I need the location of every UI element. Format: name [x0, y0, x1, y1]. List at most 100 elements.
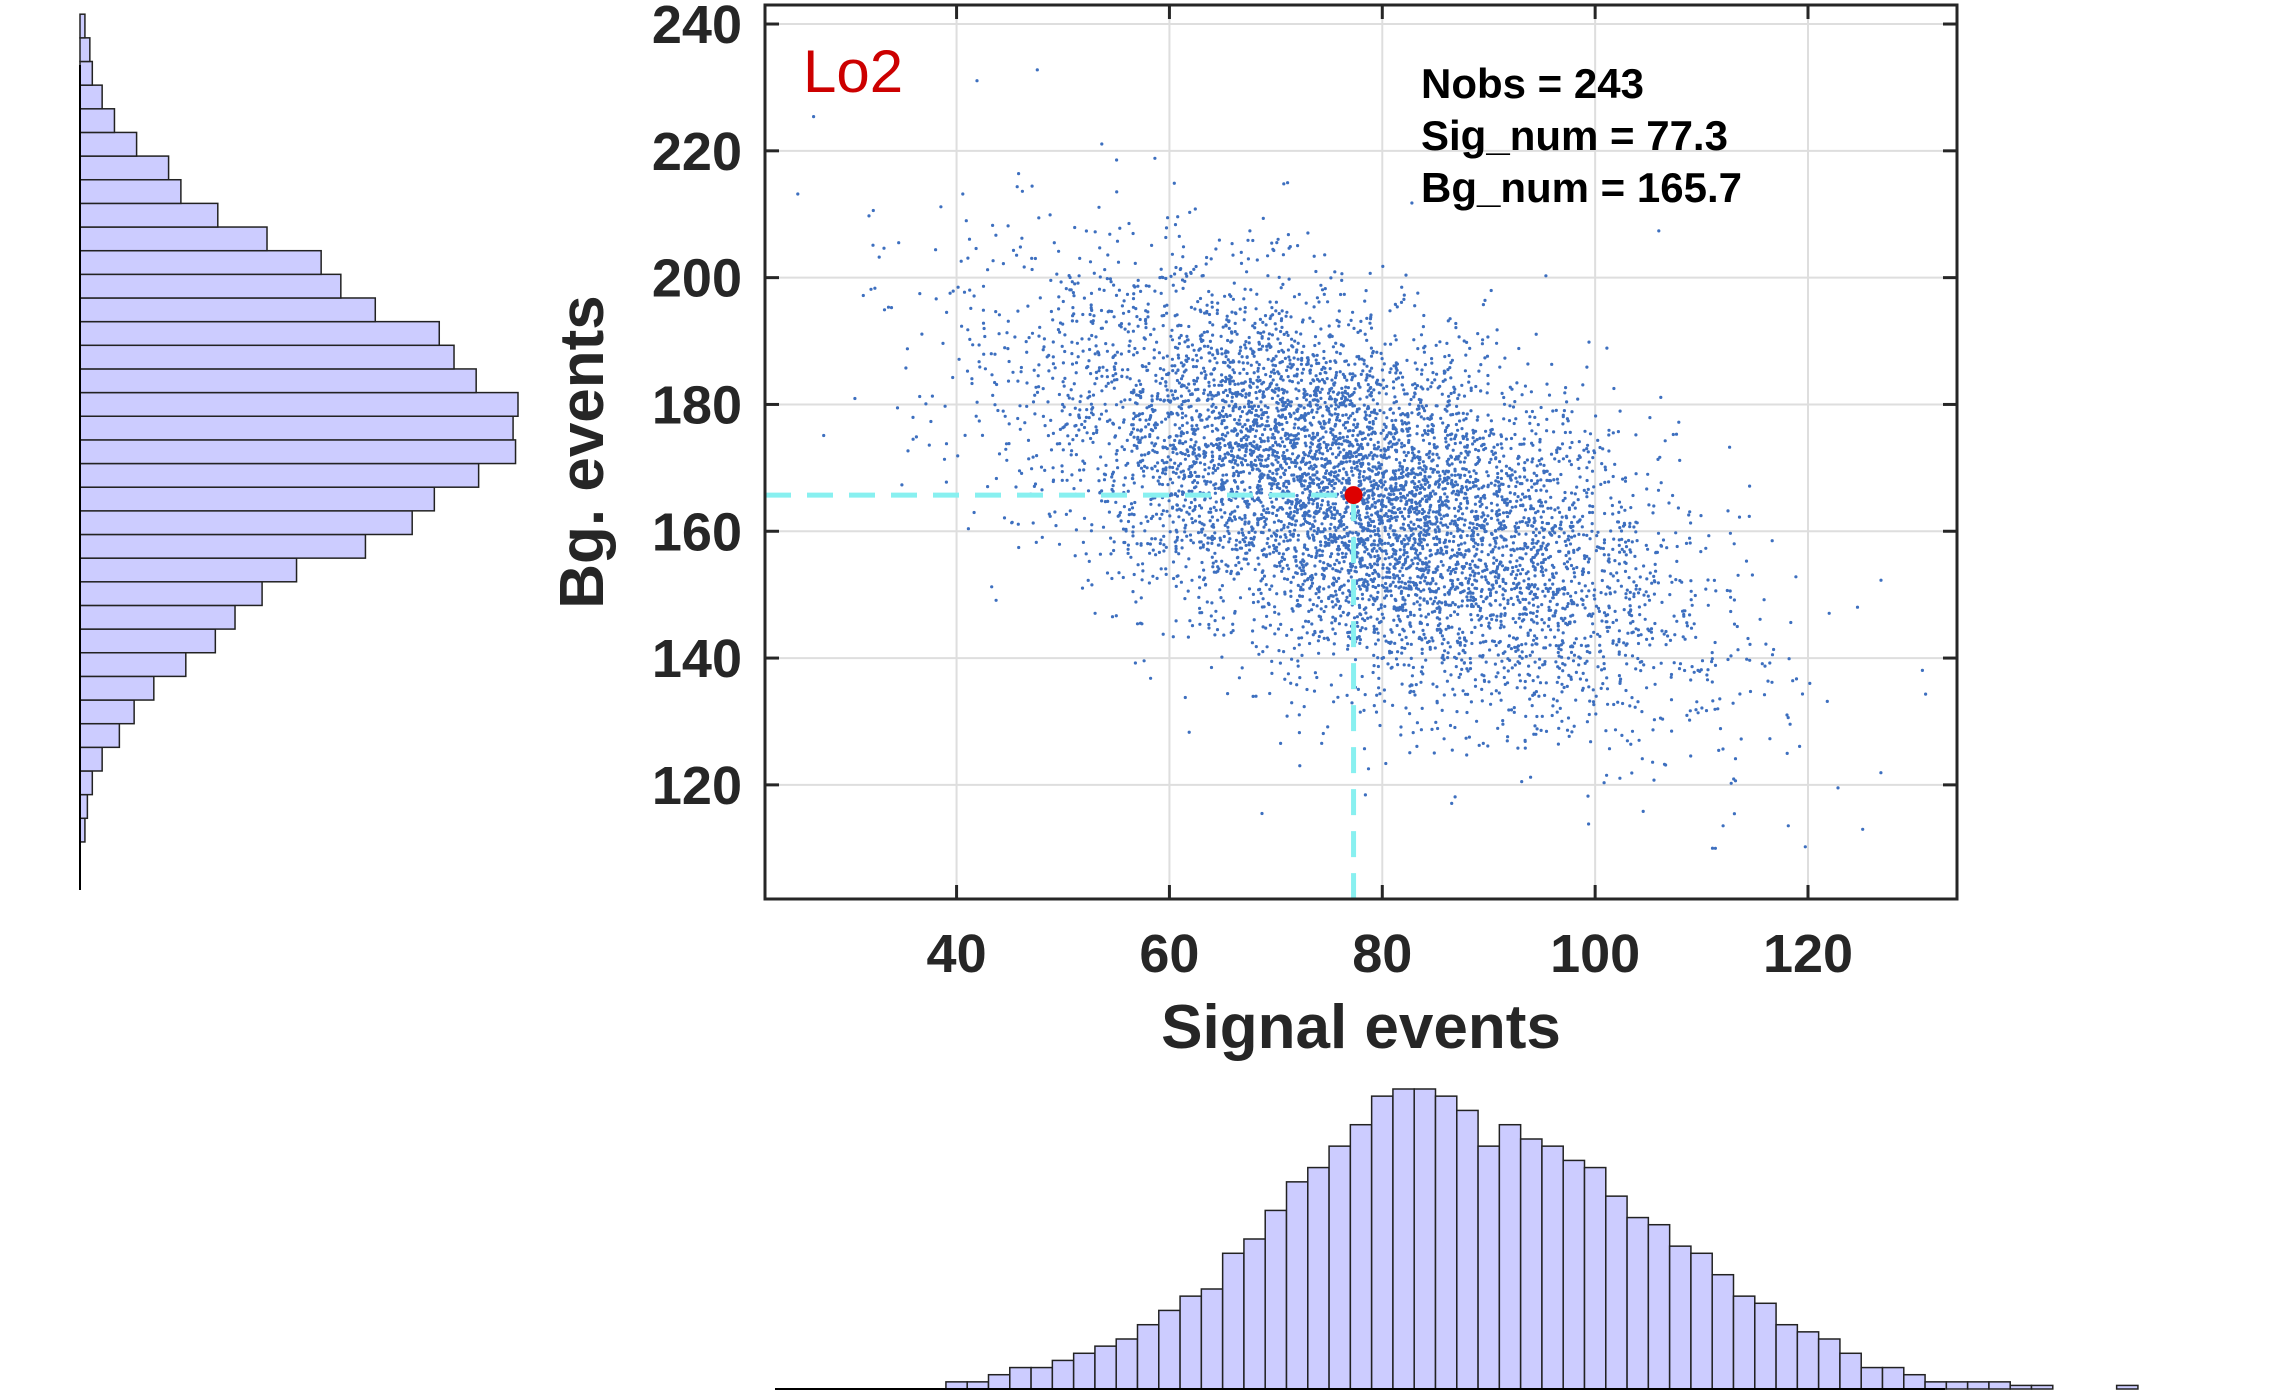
signal-histogram-bar [2030, 1384, 2054, 1390]
y-tick-label: 120 [652, 756, 742, 816]
best-fit-point [1344, 486, 1363, 505]
signal-histogram-bar [945, 1381, 968, 1390]
grid [765, 5, 1957, 899]
signal-histogram-bar [1477, 1145, 1501, 1390]
signal-histogram-bar [1881, 1366, 1905, 1390]
signal-histogram-bar [1328, 1145, 1352, 1390]
annotation-sig-num: Sig_num = 77.3 [1421, 112, 1728, 159]
signal-histogram-bar [1009, 1366, 1032, 1390]
signal-histogram-bar [1668, 1245, 1692, 1390]
signal-histogram-bar [2115, 1384, 2139, 1390]
background-histogram-bar [79, 533, 367, 559]
background-histogram-bar [79, 581, 263, 607]
signal-histogram-bar [1456, 1109, 1479, 1390]
signal-histogram-bar [1541, 1145, 1564, 1390]
signal-histogram-bar [1860, 1366, 1884, 1390]
background-histogram-bar [79, 770, 94, 796]
y-tick-label: 220 [652, 122, 742, 182]
signal-histogram-bar [1903, 1373, 1926, 1390]
signal-histogram [945, 1088, 2139, 1390]
background-histogram-bar [79, 84, 103, 110]
signal-histogram-bar [1754, 1302, 1777, 1390]
background-histogram-bar [79, 320, 441, 347]
signal-histogram-bar [1583, 1166, 1607, 1390]
background-histogram-bar [79, 439, 517, 465]
y-tick-label: 200 [652, 249, 742, 309]
signal-histogram-bar [1988, 1381, 2011, 1390]
signal-histogram-bar [1690, 1252, 1713, 1390]
axes-box [763, 3, 1959, 901]
background-histogram-bar [79, 746, 103, 772]
signal-histogram-bar [1392, 1088, 1415, 1390]
y-axis-ticks: 120 140 160 180 200 220 240 [652, 0, 1957, 816]
x-tick-label: 40 [927, 924, 987, 984]
signal-histogram-bar [1243, 1238, 1266, 1390]
background-histogram-bar [79, 178, 182, 205]
background-histogram-bar [79, 344, 455, 370]
x-tick-label: 80 [1352, 924, 1412, 984]
background-histogram [79, 13, 519, 843]
best-fit-guides [765, 486, 1363, 899]
signal-histogram-bar [1264, 1209, 1288, 1390]
background-histogram-bar [79, 628, 217, 654]
signal-histogram-bar [1072, 1352, 1096, 1390]
background-histogram-bar [79, 249, 322, 276]
background-histogram-bar [79, 37, 91, 63]
signal-histogram-bar [1115, 1338, 1139, 1390]
background-histogram-bar [79, 108, 116, 134]
scatter-point-cloud [796, 68, 1928, 850]
signal-histogram-bar [1732, 1295, 1756, 1390]
signal-histogram-bar [1349, 1123, 1373, 1390]
signal-histogram-bar [987, 1373, 1011, 1390]
signal-histogram-bar [1051, 1359, 1075, 1390]
background-histogram-bar [79, 675, 155, 701]
signal-histogram-bar [1924, 1381, 1948, 1390]
background-histogram-bar [79, 273, 342, 299]
background-histogram-bar [79, 297, 377, 323]
scatter-points [796, 68, 1928, 850]
y-tick-label: 160 [652, 502, 742, 562]
background-histogram-bar [79, 462, 480, 488]
background-histogram-bar [79, 60, 94, 86]
signal-histogram-bar [1030, 1366, 1054, 1390]
background-histogram-bar [79, 155, 170, 181]
signal-histogram-bar [1945, 1381, 1969, 1390]
x-tick-label: 60 [1139, 924, 1199, 984]
y-tick-label: 240 [652, 0, 742, 55]
signal-histogram-bar [1562, 1159, 1586, 1390]
background-histogram-bar [79, 486, 436, 512]
signal-histogram-bar [1605, 1195, 1628, 1390]
background-histogram-bar [79, 391, 519, 417]
signal-histogram-bar [1966, 1381, 1990, 1390]
signal-histogram-bar [1158, 1309, 1181, 1390]
signal-histogram-bar [1307, 1166, 1330, 1390]
x-axis-ticks: 40 60 80 100 120 [927, 5, 1853, 984]
background-histogram-bar [79, 131, 138, 157]
background-histogram-bar [79, 699, 135, 725]
y-axis-label: Bg. events [548, 295, 617, 609]
annotation-bg-num: Bg_num = 165.7 [1421, 164, 1742, 211]
signal-histogram-bar [1200, 1288, 1224, 1390]
background-histogram-bar [79, 604, 236, 630]
signal-histogram-bar [1796, 1331, 1820, 1390]
x-tick-label: 100 [1550, 924, 1640, 984]
signal-histogram-bar [1094, 1345, 1117, 1390]
signal-histogram-bar [1434, 1095, 1458, 1390]
background-histogram-bar [79, 415, 514, 441]
y-tick-label: 140 [652, 629, 742, 689]
signal-histogram-bar [966, 1381, 990, 1390]
signal-histogram-bar [1647, 1223, 1671, 1390]
signal-histogram-bar [1370, 1095, 1394, 1390]
x-axis-label: Signal events [1161, 993, 1561, 1062]
background-histogram-bar [79, 793, 89, 820]
signal-histogram-bar [1711, 1273, 1735, 1390]
signal-histogram-bar [1498, 1123, 1522, 1390]
signal-histogram-bar [1626, 1216, 1650, 1390]
signal-histogram-bar [1519, 1138, 1543, 1390]
background-histogram-bar [79, 557, 298, 583]
panel-label: Lo2 [803, 38, 903, 105]
signal-histogram-bar [1413, 1088, 1437, 1390]
annotation-nobs: Nobs = 243 [1421, 60, 1644, 107]
background-histogram-bar [79, 651, 187, 678]
